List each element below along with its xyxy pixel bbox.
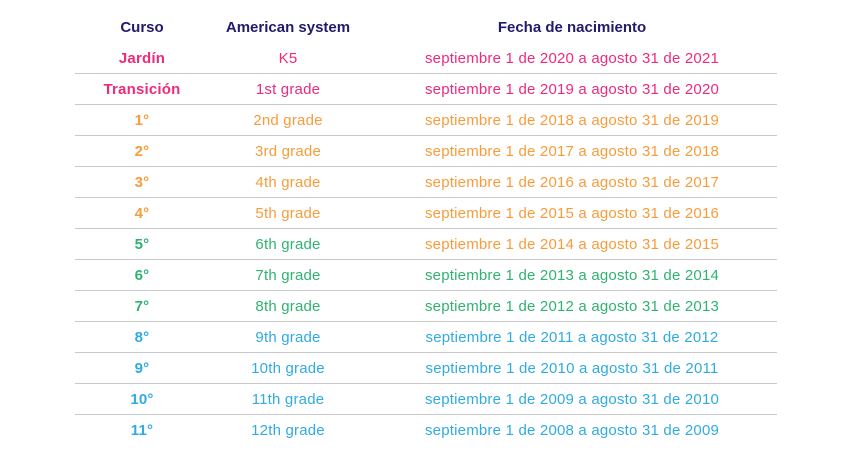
table-row: 11° 12th grade septiembre 1 de 2008 a agos… [75, 415, 777, 446]
birth-date-cell: septiembre 1 de 2008 a agosto 31 de 2009 [424, 422, 720, 439]
curso-cell: 9° [134, 359, 150, 377]
grade-cell: 6th grade [255, 235, 321, 253]
birth-date-cell: septiembre 1 de 2019 a agosto 31 de 2020 [424, 80, 720, 98]
grade-cell: 3rd grade [254, 142, 321, 160]
birth-date-cell: septiembre 1 de 2020 a agosto 31 de 2021 [424, 49, 720, 67]
table-row: 5° 6th grade septiembre 1 de 2014 a agosto… [75, 229, 777, 260]
birth-date-cell: septiembre 1 de 2010 a agosto 31 de 2011 [425, 359, 719, 377]
header-cell-curso: Curso [120, 19, 164, 36]
grade-cell: 7th grade [255, 266, 321, 284]
curso-cell: 5° [134, 235, 150, 253]
table-row: 4° 5th grade septiembre 1 de 2015 a agosto… [75, 198, 777, 229]
birth-date-cell: septiembre 1 de 2013 a agosto 31 de 2014 [424, 266, 720, 284]
birth-date-cell: septiembre 1 de 2014 a agosto 31 de 2015 [424, 235, 720, 253]
grade-equivalence-table: Curso American system Fecha de nacimient… [75, 12, 777, 446]
birth-date-cell: septiembre 1 de 2009 a agosto 31 de 2010 [424, 390, 720, 408]
header-cell-birth-date: Fecha de nacimiento [497, 19, 647, 36]
table-row: 2° 3rd grade septiembre 1 de 2017 a agosto… [75, 136, 777, 167]
curso-cell: 3° [134, 173, 150, 191]
birth-date-cell: septiembre 1 de 2017 a agosto 31 de 2018 [424, 142, 720, 160]
curso-cell: 10° [130, 390, 154, 408]
table-row: Transición 1st grade septiembre 1 de 2019 … [75, 74, 777, 105]
curso-cell: 4° [134, 204, 150, 222]
table-row: 9° 10th grade septiembre 1 de 2010 a agost… [75, 353, 777, 384]
curso-cell: 11° [130, 422, 154, 439]
curso-cell: 2° [134, 142, 150, 160]
table-row: 10° 11th grade septiembre 1 de 2009 a agos… [75, 384, 777, 415]
table-header: Curso American system Fecha de nacimient… [75, 12, 777, 43]
curso-cell: Transición [103, 80, 181, 98]
grade-cell: 10th grade [251, 359, 325, 377]
grade-cell: 9th grade [255, 328, 321, 346]
grade-cell: 4th grade [255, 173, 321, 191]
curso-cell: 8° [134, 328, 150, 346]
table-row: 7° 8th grade septiembre 1 de 2012 a agosto… [75, 291, 777, 322]
table-row: 3° 4th grade septiembre 1 de 2016 a agosto… [75, 167, 777, 198]
table-row: 8° 9th grade septiembre 1 de 2011 a agosto… [75, 322, 777, 353]
curso-cell: 7° [134, 297, 150, 315]
table-row: 1° 2nd grade septiembre 1 de 2018 a agosto… [75, 105, 777, 136]
grade-cell: 2nd grade [253, 111, 323, 129]
curso-cell: 1° [134, 111, 150, 129]
grade-cell: 11th grade [251, 390, 325, 408]
curso-cell: 6° [134, 266, 150, 284]
birth-date-cell: septiembre 1 de 2016 a agosto 31 de 2017 [424, 173, 720, 191]
grade-cell: K5 [278, 49, 298, 67]
birth-date-cell: septiembre 1 de 2011 a agosto 31 de 2012 [425, 328, 719, 346]
birth-date-cell: septiembre 1 de 2018 a agosto 31 de 2019 [424, 111, 720, 129]
table-row: 6° 7th grade septiembre 1 de 2013 a agosto… [75, 260, 777, 291]
grade-cell: 5th grade [255, 204, 321, 222]
grade-cell: 1st grade [255, 80, 321, 98]
grade-cell: 8th grade [255, 297, 321, 315]
curso-cell: Jardín [118, 49, 166, 67]
birth-date-cell: septiembre 1 de 2012 a agosto 31 de 2013 [424, 297, 720, 315]
table-row: Jardín K5 septiembre 1 de 2020 a agosto 31… [75, 43, 777, 74]
grade-cell: 12th grade [251, 422, 325, 439]
table-body: Jardín K5 septiembre 1 de 2020 a agosto 31… [75, 43, 777, 446]
birth-date-cell: septiembre 1 de 2015 a agosto 31 de 2016 [424, 204, 720, 222]
header-cell-american-system: American system [225, 19, 351, 36]
